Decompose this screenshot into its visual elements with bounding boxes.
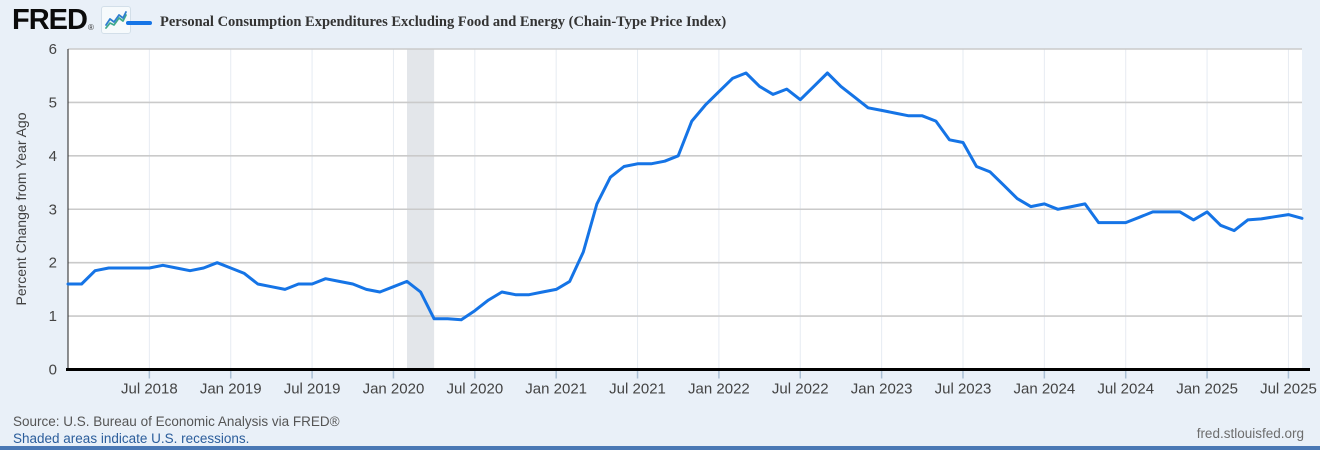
- site-url: fred.stlouisfed.org: [1196, 426, 1304, 441]
- x-tick-label: Jul 2018: [121, 381, 178, 398]
- x-tick-label: Jul 2022: [772, 381, 829, 398]
- x-tick-label: Jan 2022: [688, 381, 750, 398]
- x-tick-label: Jul 2023: [935, 381, 992, 398]
- fred-logo[interactable]: FRED ®: [12, 5, 131, 35]
- y-axis-title: Percent Change from Year Ago: [13, 112, 29, 306]
- x-tick-label: Jan 2021: [525, 381, 587, 398]
- y-tick-label: 3: [49, 201, 57, 218]
- y-tick-label: 6: [49, 41, 57, 58]
- footer-source-block: Source: U.S. Bureau of Economic Analysis…: [13, 413, 340, 447]
- x-tick-label: Jan 2024: [1013, 381, 1075, 398]
- registered-mark: ®: [87, 23, 94, 32]
- x-tick-label: Jan 2023: [851, 381, 913, 398]
- y-tick-label: 1: [49, 308, 57, 325]
- legend-line-swatch: [126, 20, 152, 25]
- x-tick-label: Jul 2019: [284, 381, 341, 398]
- x-tick-label: Jan 2025: [1176, 381, 1238, 398]
- fred-logo-text: FRED: [12, 4, 88, 36]
- y-tick-label: 5: [49, 94, 57, 111]
- bottom-accent-bar: [0, 446, 1320, 450]
- data-line[interactable]: [66, 71, 1304, 322]
- y-tick-label: 4: [49, 148, 57, 165]
- x-tick-label: Jul 2025: [1260, 381, 1317, 398]
- y-tick-label: 2: [49, 255, 57, 272]
- x-tick-label: Jul 2021: [609, 381, 666, 398]
- y-tick-label: 0: [49, 362, 57, 379]
- x-tick-label: Jan 2020: [363, 381, 425, 398]
- chart-legend: Personal Consumption Expenditures Exclud…: [126, 14, 726, 31]
- x-tick-label: Jul 2020: [446, 381, 503, 398]
- source-text: Source: U.S. Bureau of Economic Analysis…: [13, 414, 340, 429]
- recession-note-link[interactable]: Shaded areas indicate U.S. recessions.: [13, 431, 250, 446]
- x-tick-label: Jan 2019: [200, 381, 262, 398]
- series-title: Personal Consumption Expenditures Exclud…: [160, 14, 727, 30]
- fred-sparkline-icon: [100, 6, 131, 34]
- x-tick-label: Jul 2024: [1097, 381, 1154, 398]
